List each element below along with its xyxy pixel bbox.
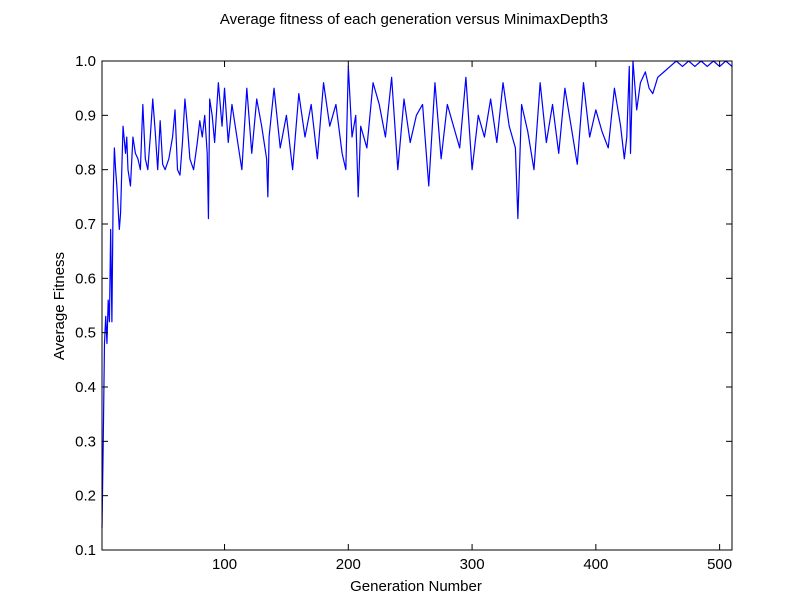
x-tick-label: 300 — [460, 556, 485, 573]
x-tick-label: 400 — [583, 556, 608, 573]
chart-title: Average fitness of each generation versu… — [220, 11, 608, 28]
x-axis-label: Generation Number — [350, 578, 482, 595]
y-axis: 0.1 0.2 0.3 0.4 0.5 0.6 0.7 0.8 0.9 1.0 — [75, 53, 732, 559]
y-tick-label: 1.0 — [75, 53, 96, 70]
y-tick-label: 0.9 — [75, 107, 96, 124]
y-tick-label: 0.3 — [75, 433, 96, 450]
y-tick-label: 0.8 — [75, 162, 96, 179]
y-tick-label: 0.4 — [75, 379, 96, 396]
y-tick-label: 0.6 — [75, 270, 96, 287]
y-axis-label: Average Fitness — [51, 252, 68, 360]
plot-area — [101, 60, 733, 529]
plot-frame — [101, 60, 733, 551]
y-tick-label: 0.5 — [75, 325, 96, 342]
x-tick-label: 500 — [707, 556, 732, 573]
x-tick-label: 100 — [212, 556, 237, 573]
y-tick-label: 0.7 — [75, 216, 96, 233]
y-tick-label: 0.2 — [75, 488, 96, 505]
fitness-series-line — [101, 60, 733, 529]
x-tick-label: 200 — [336, 556, 361, 573]
y-tick-label: 0.1 — [75, 542, 96, 559]
x-axis: 100 200 300 400 500 — [212, 61, 732, 573]
